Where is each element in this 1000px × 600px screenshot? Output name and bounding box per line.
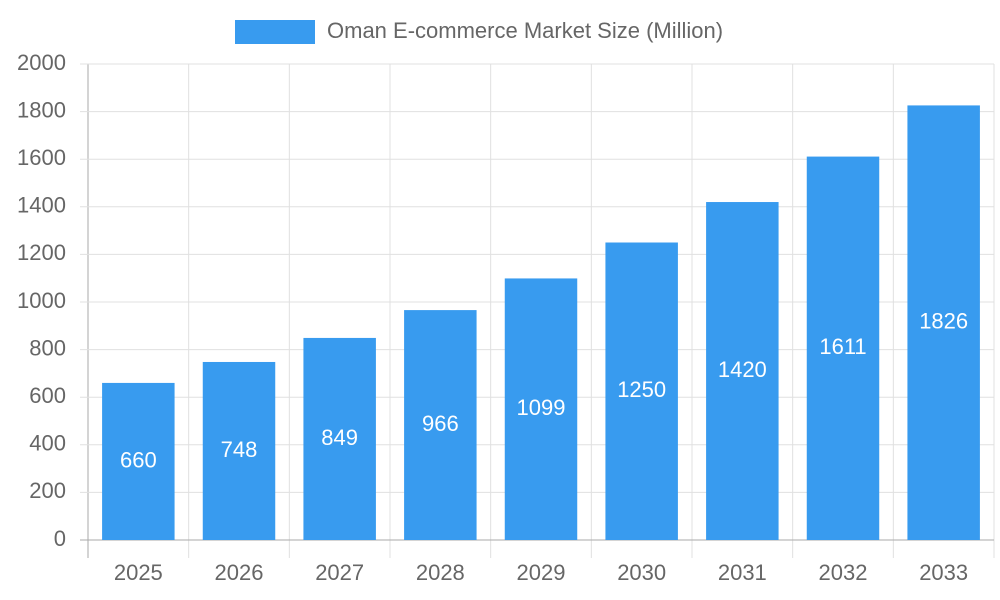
bar bbox=[202, 361, 276, 540]
y-tick-label: 1200 bbox=[17, 240, 66, 265]
data-label: 660 bbox=[120, 447, 157, 472]
y-tick-label: 1800 bbox=[17, 97, 66, 122]
bar bbox=[504, 278, 578, 540]
y-tick-label: 1000 bbox=[17, 288, 66, 313]
y-tick-label: 400 bbox=[29, 431, 66, 456]
x-tick-label: 2031 bbox=[718, 560, 767, 585]
bar bbox=[404, 310, 477, 540]
legend-label: Oman E-commerce Market Size (Million) bbox=[327, 18, 723, 43]
y-tick-label: 600 bbox=[29, 383, 66, 408]
bar bbox=[806, 156, 880, 540]
bar bbox=[303, 337, 376, 540]
data-label: 849 bbox=[321, 425, 358, 450]
data-label: 1826 bbox=[919, 309, 968, 334]
data-label: 1250 bbox=[617, 377, 666, 402]
x-tick-label: 2030 bbox=[617, 560, 666, 585]
y-tick-label: 2000 bbox=[17, 50, 66, 75]
bar bbox=[605, 242, 678, 540]
y-tick-label: 800 bbox=[29, 335, 66, 360]
x-tick-label: 2025 bbox=[114, 560, 163, 585]
y-tick-label: 0 bbox=[54, 526, 66, 551]
x-tick-label: 2032 bbox=[819, 560, 868, 585]
x-tick-label: 2027 bbox=[315, 560, 364, 585]
data-label: 748 bbox=[221, 437, 258, 462]
x-tick-label: 2033 bbox=[919, 560, 968, 585]
data-label: 1420 bbox=[718, 357, 767, 382]
x-tick-label: 2029 bbox=[517, 560, 566, 585]
bar bbox=[102, 382, 175, 540]
legend-swatch bbox=[235, 20, 315, 44]
bar bbox=[907, 105, 980, 541]
data-label: 1099 bbox=[517, 395, 566, 420]
data-label: 966 bbox=[422, 411, 459, 436]
x-tick-label: 2026 bbox=[215, 560, 264, 585]
data-label: 1611 bbox=[819, 334, 866, 359]
y-tick-label: 1400 bbox=[17, 193, 66, 218]
x-tick-label: 2028 bbox=[416, 560, 465, 585]
bar bbox=[706, 202, 779, 541]
y-tick-label: 200 bbox=[29, 478, 66, 503]
y-tick-label: 1600 bbox=[17, 145, 66, 170]
